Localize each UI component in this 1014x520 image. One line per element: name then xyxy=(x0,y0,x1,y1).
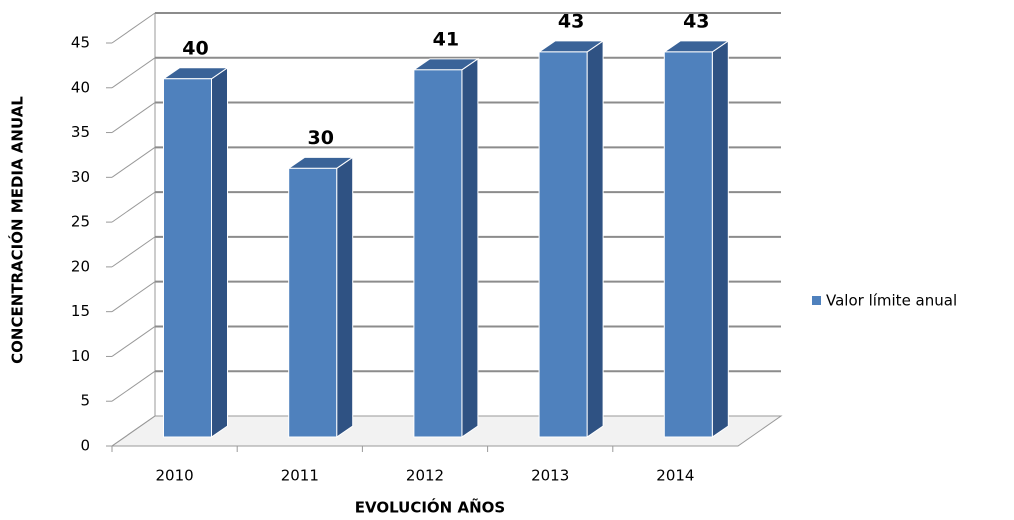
y-tick-label: 20 xyxy=(71,257,90,275)
y-tick-label: 0 xyxy=(80,437,90,455)
data-label: 40 xyxy=(182,37,208,59)
y-axis-title: CONCENTRACIÓN MEDIA ANUAL xyxy=(8,96,27,364)
y-tick-label: 40 xyxy=(71,78,90,96)
y-tick-label: 25 xyxy=(71,213,90,231)
data-label: 41 xyxy=(433,28,459,50)
bar xyxy=(413,69,463,438)
bar-side xyxy=(336,156,354,438)
bar xyxy=(288,167,338,438)
legend-label: Valor límite anual xyxy=(826,292,957,310)
grid-line-side xyxy=(111,191,156,223)
bar-side xyxy=(461,57,479,438)
data-label: 30 xyxy=(307,127,333,149)
grid-line-side xyxy=(111,415,156,447)
bar xyxy=(663,51,713,438)
grid-line-side xyxy=(111,102,156,133)
y-tick-label: 30 xyxy=(71,168,90,186)
grid-line-side xyxy=(111,12,156,44)
x-tick-label: 2012 xyxy=(406,467,444,485)
y-tick-label: 15 xyxy=(71,302,90,320)
y-tick-label: 5 xyxy=(80,392,90,410)
legend-swatch xyxy=(812,296,821,305)
grid-line-side xyxy=(111,281,156,313)
grid-line-side xyxy=(111,146,156,178)
x-axis-title: EVOLUCIÓN AÑOS xyxy=(355,498,505,517)
bar-side xyxy=(586,39,604,438)
grid-line-side xyxy=(111,326,156,357)
grid-line-side xyxy=(111,236,156,268)
x-tick-label: 2011 xyxy=(281,467,319,485)
x-tick-label: 2010 xyxy=(156,467,194,485)
grid-line-side xyxy=(111,57,156,89)
data-label: 43 xyxy=(558,10,584,32)
x-tick-label: 2013 xyxy=(531,467,569,485)
y-tick-label: 10 xyxy=(71,347,90,365)
bar xyxy=(163,78,212,438)
bar xyxy=(538,51,588,438)
grid-line-side xyxy=(111,370,156,402)
y-tick-label: 45 xyxy=(71,34,90,52)
data-label: 43 xyxy=(683,10,709,32)
x-tick-label: 2014 xyxy=(656,467,694,485)
y-tick-label: 35 xyxy=(71,123,90,141)
bar-side xyxy=(711,39,729,438)
bar-side xyxy=(211,66,228,438)
